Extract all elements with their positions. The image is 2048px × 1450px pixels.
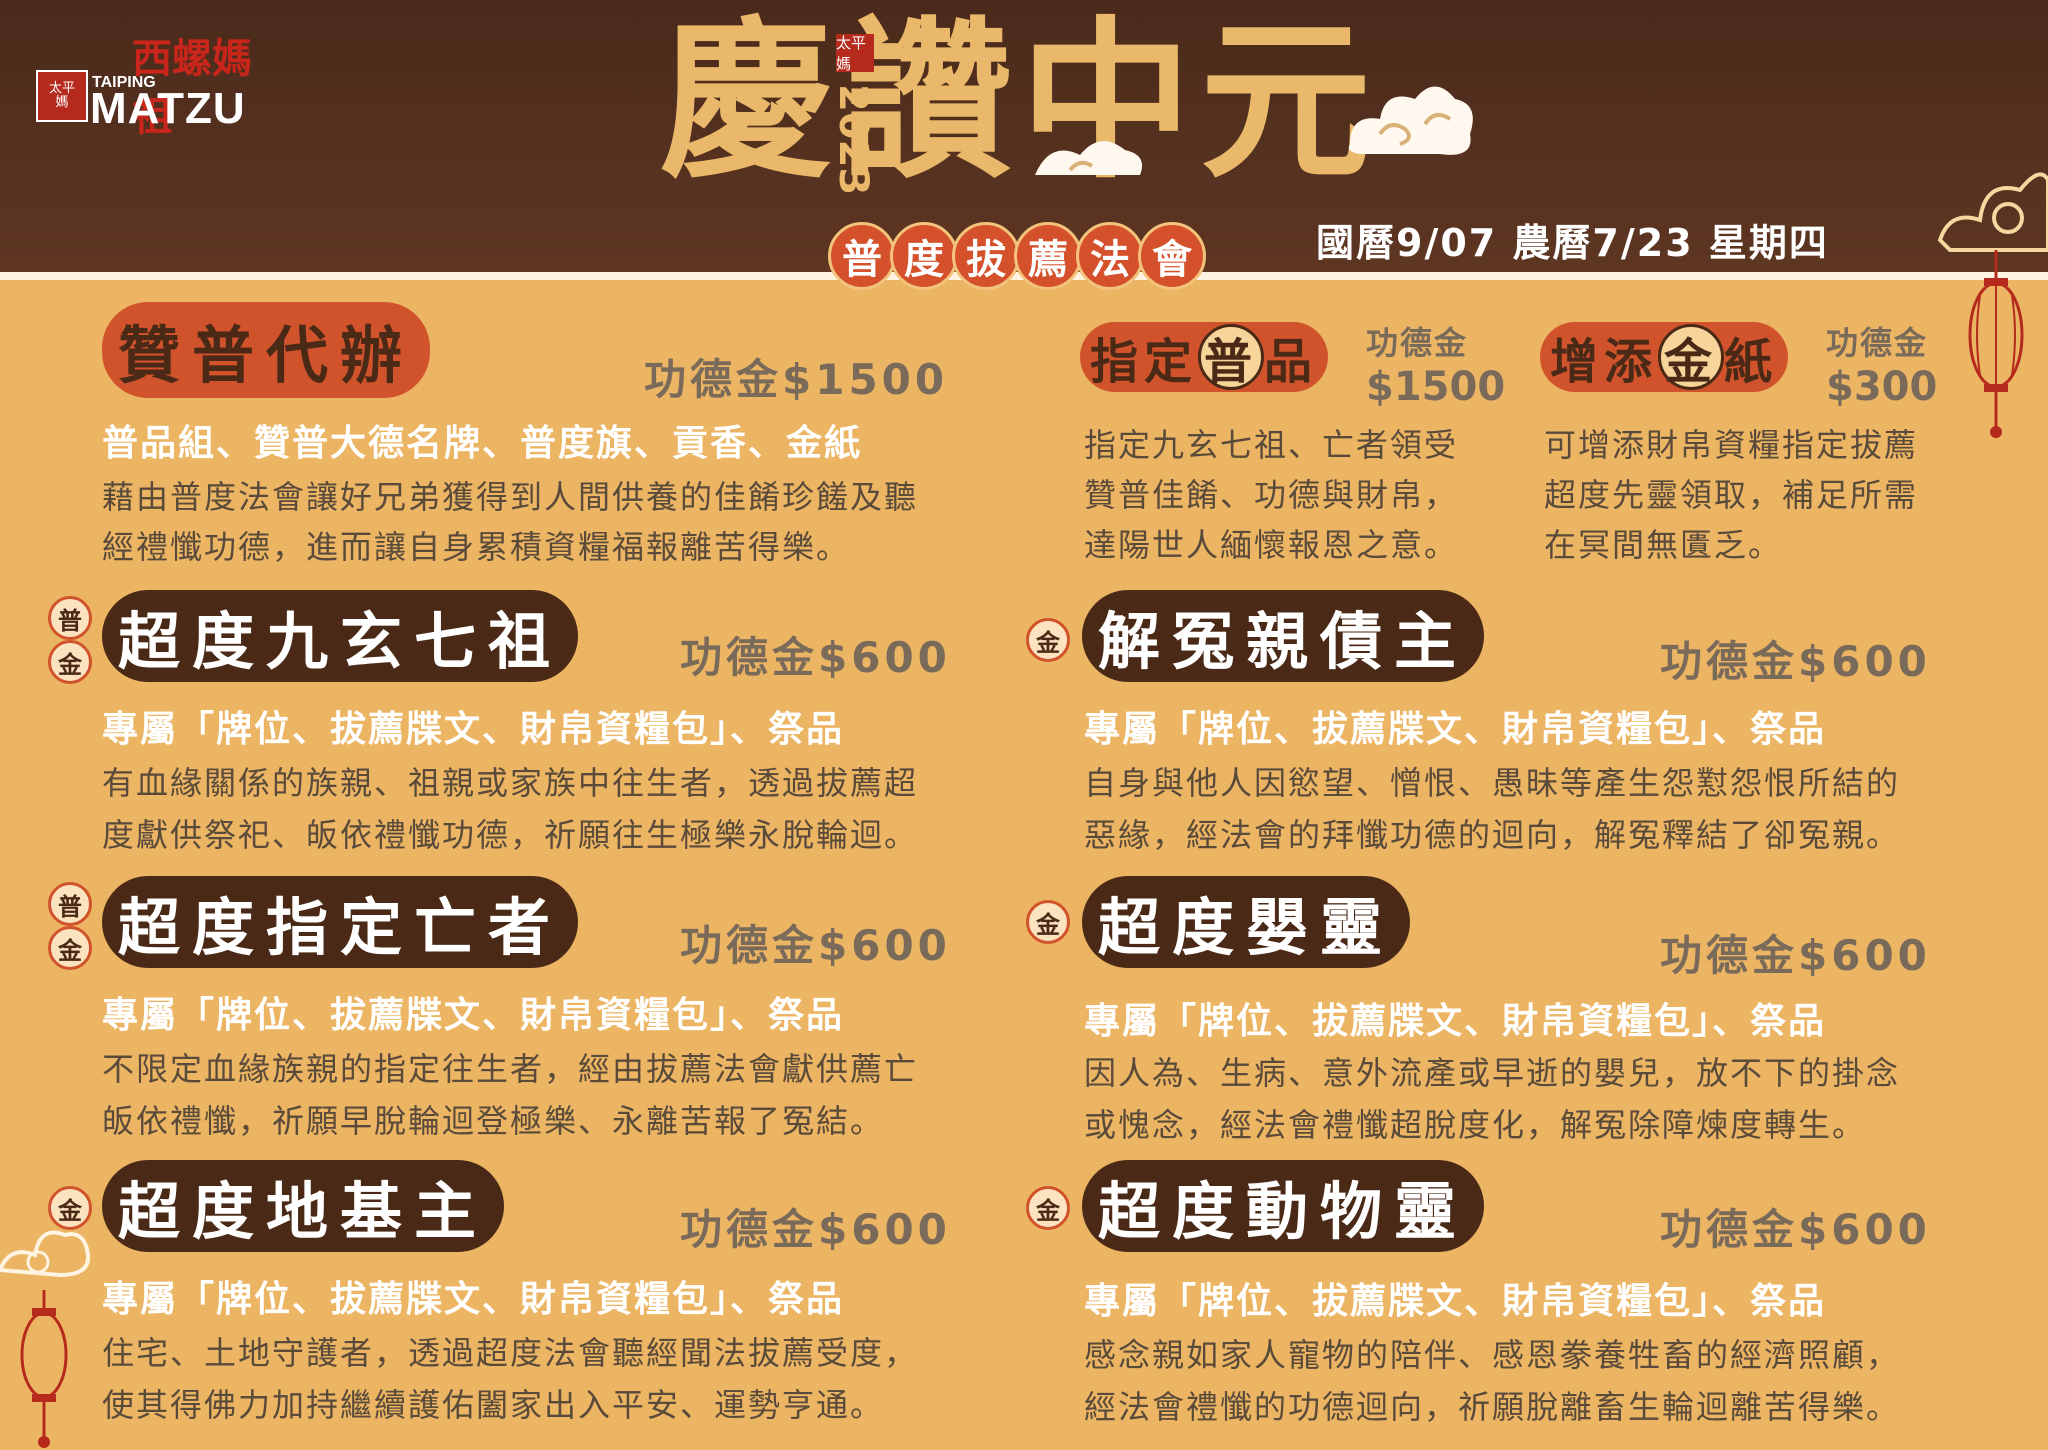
price-diji: 功德金$600 (680, 1205, 951, 1254)
section-title-zhiding: 指定普品 (1080, 322, 1329, 392)
zengtian-title-c: 紙 (1724, 334, 1779, 390)
diji-desc-2: 使其得佛力加持繼續護佑闔家出入平安、運勢亨通。 (102, 1386, 885, 1424)
cloud-icon (1348, 86, 1473, 155)
zhiding-title-b: 普 (1198, 324, 1265, 390)
zengtian-desc-1: 可增添財帛資糧指定拔薦 (1544, 426, 1919, 464)
price-dongwu: 功德金$600 (1660, 1205, 1931, 1254)
zhiding-desc-1: 指定九玄七祖、亡者領受 (1084, 426, 1459, 464)
price-zhiding: 功德金 $1500 (1366, 318, 1505, 410)
cloud-icon (0, 1230, 90, 1278)
zhiding-desc-3: 達陽世人緬懷報恩之意。 (1084, 526, 1459, 564)
logo-seal: 太平 媽 (36, 70, 88, 122)
dongwu-items: 專屬「牌位、拔薦牒文、財帛資糧包」、祭品 (1084, 1281, 1827, 1322)
zengtian-desc-2: 超度先靈領取，補足所需 (1544, 476, 1919, 514)
subtitle-char: 普 (828, 222, 896, 290)
dongwu-desc-2: 經法會禮懺的功德迴向，祈願脫離畜生輪迴離苦得樂。 (1084, 1388, 1901, 1426)
lantern-icon (1968, 250, 2024, 438)
zengtian-title-a: 增添 (1550, 334, 1659, 390)
section-title-jieyuan: 解冤親債主 (1082, 590, 1485, 682)
price-zengtian-label: 功德金 (1826, 324, 1929, 362)
price-zanpu: 功德金$1500 (644, 355, 949, 404)
badge-jin: 金 (48, 926, 92, 970)
diji-desc-1: 住宅、土地守護者，透過超度法會聽經聞法拔薦受度， (102, 1334, 919, 1372)
badge-jin: 金 (1026, 618, 1070, 662)
section-title-zengtian: 增添金紙 (1540, 322, 1789, 392)
logo-main-text: MATZU (90, 84, 246, 133)
jieyuan-items: 專屬「牌位、拔薦牒文、財帛資糧包」、祭品 (1084, 709, 1827, 750)
price-jieyuan: 功德金$600 (1660, 637, 1931, 686)
zengtian-desc-3: 在冥間無匱乏。 (1544, 526, 1783, 564)
zengtian-title-b: 金 (1658, 324, 1725, 390)
jiuxuan-items: 專屬「牌位、拔薦牒文、財帛資糧包」、祭品 (102, 709, 845, 750)
subtitle-char: 薦 (1014, 222, 1082, 290)
badge-jin: 金 (48, 1186, 92, 1230)
section-title-zanpu: 贊普代辦 (102, 302, 431, 398)
zhiding-title-a: 指定 (1090, 334, 1199, 390)
dongwu-desc-1: 感念親如家人寵物的陪伴、感恩豢養牲畜的經濟照顧， (1084, 1336, 1901, 1374)
yingling-desc-1: 因人為、生病、意外流產或早逝的嬰兒，放不下的掛念 (1084, 1054, 1901, 1092)
badge-jin: 金 (48, 640, 92, 684)
main-title: 慶讚中元 (660, 12, 1380, 192)
section-title-yingling: 超度嬰靈 (1082, 876, 1411, 968)
subtitle-char: 會 (1138, 222, 1206, 290)
logo-calligraphy: 西螺媽祖 (132, 35, 252, 140)
logo-small-text: TAIPING (92, 74, 156, 91)
year-seal: 太平媽 (836, 34, 874, 73)
date-line: 國曆9/07 農曆7/23 星期四 (1316, 221, 1829, 265)
price-zengtian-value: $300 (1826, 364, 1938, 410)
badge-pu: 普 (48, 882, 92, 926)
subtitle-char: 法 (1076, 222, 1144, 290)
jiuxuan-desc-1: 有血緣關係的族親、祖親或家族中往生者，透過拔薦超 (102, 764, 919, 802)
logo-seal-text: 太平 媽 (48, 81, 75, 110)
section-title-jiuxuan: 超度九玄七祖 (102, 590, 579, 682)
lantern-icon (20, 1290, 68, 1448)
price-zengtian: 功德金 $300 (1826, 318, 1937, 410)
subtitle-char: 拔 (952, 222, 1020, 290)
badge-pu: 普 (48, 596, 92, 640)
logo: 西螺媽祖 太平 媽 TAIPING MATZU (36, 26, 286, 140)
cloud-icon (1035, 141, 1143, 175)
cloud-icon (1937, 172, 2048, 252)
price-zhidingwang: 功德金$600 (680, 921, 951, 970)
zhidingwang-desc-2: 皈依禮懺，祈願早脫輪迴登極樂、永離苦報了冤結。 (102, 1102, 885, 1140)
zanpu-desc-2: 經禮懺功德，進而讓自身累積資糧福報離苦得樂。 (102, 528, 851, 566)
header-banner (0, 0, 2048, 272)
section-title-diji: 超度地基主 (102, 1160, 505, 1252)
subtitle-char: 度 (890, 222, 958, 290)
zhiding-desc-2: 贊普佳餚、功德與財帛， (1084, 476, 1459, 514)
zanpu-desc-1: 藉由普度法會讓好兄弟獲得到人間供養的佳餚珍饈及聽 (102, 478, 919, 516)
price-jiuxuan: 功德金$600 (680, 633, 951, 682)
zhiding-title-c: 品 (1264, 334, 1319, 390)
zanpu-items: 普品組、贊普大德名牌、普度旗、貢香、金紙 (102, 423, 863, 464)
main-title-text: 慶讚中元 (660, 1, 1380, 202)
price-zhiding-label: 功德金 (1366, 324, 1469, 362)
yingling-items: 專屬「牌位、拔薦牒文、財帛資糧包」、祭品 (1084, 1001, 1827, 1042)
jiuxuan-desc-2: 度獻供祭祀、皈依禮懺功德，祈願往生極樂永脫輪迴。 (102, 816, 919, 854)
price-zhiding-value: $1500 (1366, 364, 1506, 410)
zhidingwang-items: 專屬「牌位、拔薦牒文、財帛資糧包」、祭品 (102, 995, 845, 1036)
jieyuan-desc-1: 自身與他人因慾望、憎恨、愚昧等產生怨懟怨恨所結的 (1084, 764, 1901, 802)
price-yingling: 功德金$600 (1660, 931, 1931, 980)
diji-items: 專屬「牌位、拔薦牒文、財帛資糧包」、祭品 (102, 1279, 845, 1320)
zhidingwang-desc-1: 不限定血緣族親的指定往生者，經由拔薦法會獻供薦亡 (102, 1050, 919, 1088)
year-text: 2023 (830, 84, 876, 196)
yingling-desc-2: 或愧念，經法會禮懺超脫度化，解冤除障煉度轉生。 (1084, 1106, 1867, 1144)
jieyuan-desc-2: 惡緣，經法會的拜懺功德的迴向，解冤釋結了卻冤親。 (1084, 816, 1901, 854)
section-title-dongwu: 超度動物靈 (1082, 1160, 1485, 1252)
subtitle-pill-row: 普 度 拔 薦 法 會 (828, 222, 1228, 290)
section-title-zhidingwang: 超度指定亡者 (102, 876, 579, 968)
badge-jin: 金 (1026, 1186, 1070, 1230)
badge-jin: 金 (1026, 900, 1070, 944)
